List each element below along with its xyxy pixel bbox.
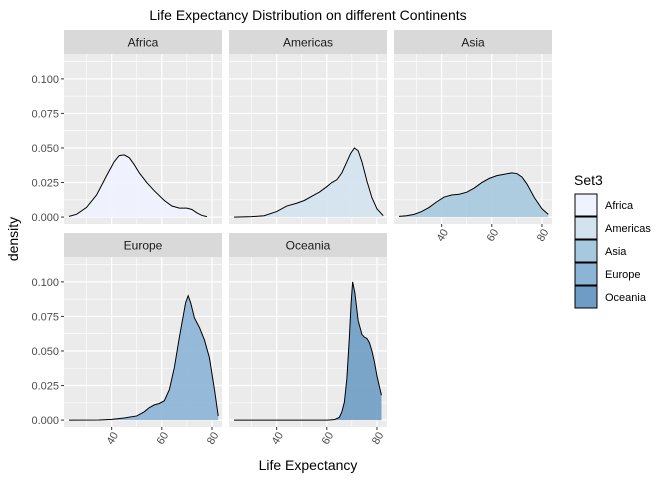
legend-title: Set3 (574, 172, 603, 188)
x-tick-label: 60 (485, 227, 502, 244)
y-tick-label: 0.050 (31, 346, 59, 358)
facet-panel-africa: Africa (64, 30, 222, 224)
y-tick-label: 0.000 (31, 415, 59, 427)
facet-strip-label: Oceania (286, 239, 331, 253)
facet-strip-label: Asia (461, 36, 485, 50)
density-line-oceania (234, 281, 382, 421)
x-tick-label: 80 (535, 227, 552, 244)
facet-panel-americas: Americas (229, 30, 387, 224)
density-line-americas (234, 147, 384, 218)
chart-title: Life Expectancy Distribution on differen… (149, 7, 466, 23)
y-tick-label: 0.075 (31, 108, 59, 120)
density-area-oceania (234, 281, 382, 421)
facet-strip (229, 233, 387, 257)
x-tick-label: 80 (370, 430, 387, 447)
y-axis-title: density (5, 217, 21, 261)
density-line-asia (398, 172, 549, 217)
legend-key-africa (574, 193, 598, 217)
legend-label-americas: Americas (605, 223, 651, 235)
y-tick-label: 0.100 (31, 277, 59, 289)
x-tick-label: 40 (105, 430, 122, 447)
legend-key-europe (574, 262, 598, 286)
facet-strip (64, 233, 222, 257)
facet-strip (394, 30, 552, 54)
facet-strip-label: Europe (124, 239, 163, 253)
facet-panels: Africa Americas Asia Europe Oceania (64, 30, 552, 427)
y-tick-label: 0.050 (31, 143, 59, 155)
legend-label-africa: Africa (605, 200, 634, 212)
legend-label-asia: Asia (605, 246, 627, 258)
legend-items: Africa Americas Asia Europe Oceania (574, 193, 651, 309)
y-tick-label: 0.025 (31, 178, 59, 190)
facet-strip (64, 30, 222, 54)
facet-strip (229, 30, 387, 54)
density-line-europe (69, 294, 219, 421)
density-area-asia (399, 172, 549, 218)
x-tick-label: 80 (205, 430, 222, 447)
y-tick-label: 0.025 (31, 381, 59, 393)
density-line-africa (68, 154, 208, 218)
density-area-americas (234, 147, 384, 218)
density-area-africa (69, 154, 207, 218)
legend-key-asia (574, 239, 598, 263)
facet-panel-asia: Asia (394, 30, 552, 224)
legend-key-oceania (574, 285, 598, 309)
legend-label-europe: Europe (605, 269, 640, 281)
density-area-europe (69, 295, 219, 421)
y-tick-label: 0.075 (31, 311, 59, 323)
y-axes: 0.000 0.025 0.050 0.075 0.100 0.000 0.025 0.050… (31, 74, 64, 427)
facet-panel-oceania: Oceania (229, 233, 387, 427)
x-tick-label: 40 (435, 227, 452, 244)
facet-panel-europe: Europe (64, 233, 222, 427)
facet-strip-label: Americas (283, 36, 333, 50)
x-tick-label: 60 (155, 430, 172, 447)
y-tick-label: 0.000 (31, 212, 59, 224)
legend: Set3 Africa Americas Asia Europe Oceania (574, 172, 651, 309)
y-tick-label: 0.100 (31, 74, 59, 86)
facet-strip-label: Africa (128, 36, 159, 50)
legend-key-americas (574, 216, 598, 240)
legend-label-oceania: Oceania (605, 292, 647, 304)
x-tick-label: 40 (270, 430, 287, 447)
x-tick-label: 60 (320, 430, 337, 447)
x-axis-title: Life Expectancy (259, 457, 358, 473)
x-axes: 40 60 80 40 60 80 40 60 80 (105, 224, 552, 447)
